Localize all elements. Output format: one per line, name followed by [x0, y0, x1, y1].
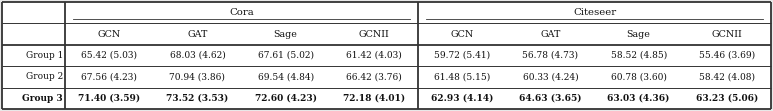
- Text: 65.42 (5.03): 65.42 (5.03): [81, 51, 137, 60]
- Text: 61.42 (4.03): 61.42 (4.03): [346, 51, 402, 60]
- Text: 73.52 (3.53): 73.52 (3.53): [166, 94, 229, 103]
- Text: 59.72 (5.41): 59.72 (5.41): [434, 51, 490, 60]
- Text: 67.61 (5.02): 67.61 (5.02): [257, 51, 314, 60]
- Text: 58.42 (4.08): 58.42 (4.08): [699, 72, 755, 81]
- Text: 56.78 (4.73): 56.78 (4.73): [523, 51, 578, 60]
- Text: GCNII: GCNII: [359, 30, 390, 39]
- Text: 66.42 (3.76): 66.42 (3.76): [346, 72, 402, 81]
- Text: 72.18 (4.01): 72.18 (4.01): [343, 94, 405, 103]
- Text: GCNII: GCNII: [711, 30, 742, 39]
- Text: Group 1: Group 1: [26, 51, 63, 60]
- Text: 67.56 (4.23): 67.56 (4.23): [81, 72, 137, 81]
- Text: GCN: GCN: [97, 30, 121, 39]
- Text: GAT: GAT: [540, 30, 560, 39]
- Text: 69.54 (4.84): 69.54 (4.84): [257, 72, 314, 81]
- Text: Group 2: Group 2: [26, 72, 63, 81]
- Text: Group 3: Group 3: [22, 94, 63, 103]
- Text: 60.33 (4.24): 60.33 (4.24): [523, 72, 578, 81]
- Text: 72.60 (4.23): 72.60 (4.23): [254, 94, 317, 103]
- Text: 58.52 (4.85): 58.52 (4.85): [611, 51, 667, 60]
- Text: GCN: GCN: [451, 30, 474, 39]
- Text: 62.93 (4.14): 62.93 (4.14): [431, 94, 493, 103]
- Text: 55.46 (3.69): 55.46 (3.69): [699, 51, 755, 60]
- Text: Citeseer: Citeseer: [573, 8, 616, 17]
- Text: Sage: Sage: [274, 30, 298, 39]
- Text: 71.40 (3.59): 71.40 (3.59): [78, 94, 140, 103]
- Text: 68.03 (4.62): 68.03 (4.62): [169, 51, 225, 60]
- Text: Cora: Cora: [229, 8, 254, 17]
- Text: 61.48 (5.15): 61.48 (5.15): [434, 72, 490, 81]
- Text: 70.94 (3.86): 70.94 (3.86): [169, 72, 226, 81]
- Text: 60.78 (3.60): 60.78 (3.60): [611, 72, 666, 81]
- Text: 63.03 (4.36): 63.03 (4.36): [608, 94, 670, 103]
- Text: 64.63 (3.65): 64.63 (3.65): [519, 94, 581, 103]
- Text: GAT: GAT: [187, 30, 208, 39]
- Text: 63.23 (5.06): 63.23 (5.06): [696, 94, 758, 103]
- Text: Sage: Sage: [627, 30, 651, 39]
